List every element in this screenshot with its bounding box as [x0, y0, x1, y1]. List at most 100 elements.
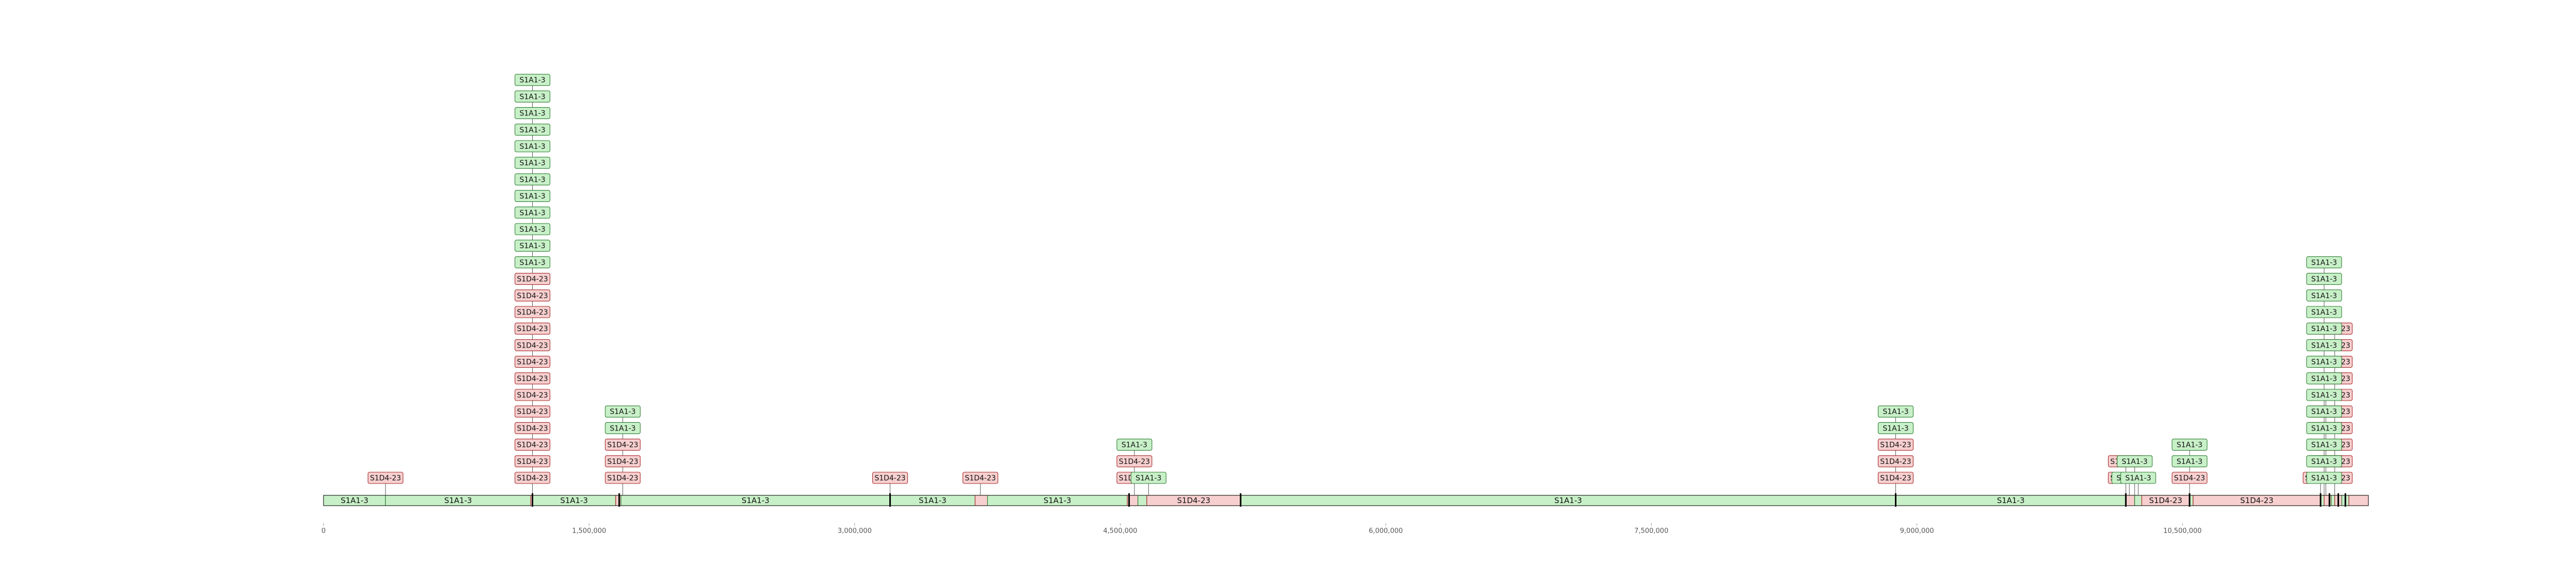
- annotation-label-7-4: S1A1-3: [1883, 408, 1908, 416]
- annotation-label-1-14: S1A1-3: [519, 242, 545, 250]
- annotation-box-16-4: [2306, 405, 2342, 418]
- annotation-label-5-1: S1D4-23: [1119, 458, 1150, 466]
- segment-label-11: S1D4-23: [1177, 496, 1211, 505]
- annotation-label-16-2: S1A1-3: [2311, 441, 2337, 450]
- annotation-box-16-2: [2306, 439, 2342, 451]
- segment-24: [2348, 495, 2369, 506]
- annotation-label-1-6: S1D4-23: [517, 375, 548, 383]
- x-tick-label-7: 10,500,000: [2163, 527, 2201, 535]
- annotation-label-1-17: S1A1-3: [519, 193, 545, 201]
- annotation-label-16-11: S1A1-3: [2311, 292, 2337, 300]
- annotation-label-1-11: S1D4-23: [517, 292, 548, 300]
- annotation-box-16-11: [2306, 289, 2342, 302]
- annotation-label-1-10: S1D4-23: [517, 308, 548, 317]
- annotation-label-6-0: S1A1-3: [1136, 474, 1161, 482]
- annotation-label-12-0: S1D4-23: [2174, 474, 2205, 482]
- annotation-label-7-0: S1D4-23: [1880, 474, 1911, 482]
- annotation-box-7-2: [1877, 439, 1914, 451]
- annotation-box-16-3: [2306, 422, 2342, 434]
- segment-label-5: S1A1-3: [742, 496, 770, 505]
- annotation-box-12-1: [2172, 455, 2208, 468]
- annotation-label-16-8: S1A1-3: [2311, 341, 2337, 350]
- segment-14: [2125, 495, 2136, 506]
- annotation-label-2-2: S1D4-23: [607, 441, 638, 450]
- annotation-box-1-17: [514, 190, 551, 202]
- annotation-label-7-2: S1D4-23: [1880, 441, 1911, 450]
- annotation-label-16-12: S1A1-3: [2311, 275, 2337, 284]
- annotation-label-1-8: S1D4-23: [517, 341, 548, 350]
- annotation-box-1-15: [514, 223, 551, 235]
- segment-15: [2134, 495, 2142, 506]
- annotation-label-12-2: S1A1-3: [2177, 441, 2202, 450]
- annotation-box-1-3: [514, 422, 551, 434]
- annotation-label-1-15: S1A1-3: [519, 226, 545, 234]
- segment-track: S1A1-3 S1A1-3 S1A1-3 S1A1-3 S1A1-3 S1A1-3 S1D4…: [323, 493, 2369, 507]
- annotation-box-1-23: [514, 90, 551, 102]
- annotation-label-1-21: S1A1-3: [519, 126, 545, 134]
- annotation-label-1-20: S1A1-3: [519, 143, 545, 151]
- annotation-label-1-18: S1A1-3: [519, 176, 545, 184]
- annotation-label-16-5: S1A1-3: [2311, 391, 2337, 400]
- segment-label-6: S1A1-3: [919, 496, 946, 505]
- x-tick-label-3: 4,500,000: [1103, 527, 1137, 535]
- annotation-box-1-20: [514, 140, 551, 152]
- annotation-box-1-12: [514, 273, 551, 285]
- annotation-box-1-6: [514, 372, 551, 385]
- annotation-label-7-3: S1A1-3: [1883, 424, 1908, 433]
- annotation-box-1-19: [514, 157, 551, 169]
- segment-label-18: S1D4-23: [2240, 496, 2274, 505]
- x-tick-label-5: 7,500,000: [1634, 527, 1668, 535]
- annotation-label-16-13: S1A1-3: [2311, 258, 2337, 267]
- segment-label-16: S1D4-23: [2149, 496, 2182, 505]
- annotation-label-1-1: S1D4-23: [517, 458, 548, 466]
- annotation-label-16-3: S1A1-3: [2311, 424, 2337, 433]
- annotation-box-7-3: [1877, 422, 1914, 434]
- annotation-box-6-0: [1130, 472, 1166, 484]
- annotation-label-1-7: S1D4-23: [517, 358, 548, 367]
- annotation-label-0-0: S1D4-23: [370, 474, 401, 482]
- annotation-label-1-13: S1A1-3: [519, 258, 545, 267]
- annotation-label-16-0: S1A1-3: [2311, 474, 2337, 482]
- annotation-box-1-0: [514, 472, 551, 484]
- annotation-box-7-4: [1877, 405, 1914, 418]
- annotation-box-1-7: [514, 356, 551, 368]
- annotation-box-1-8: [514, 339, 551, 351]
- annotation-box-1-13: [514, 256, 551, 268]
- annotation-label-2-3: S1A1-3: [610, 424, 636, 433]
- x-tick-label-2: 3,000,000: [838, 527, 872, 535]
- annotation-label-1-22: S1A1-3: [519, 110, 545, 118]
- annotation-label-2-0: S1D4-23: [607, 474, 638, 482]
- annotation-box-1-10: [514, 306, 551, 318]
- annotation-box-9-1: [2116, 455, 2153, 468]
- x-tick-label-0: 0: [321, 527, 326, 535]
- annotation-box-7-1: [1877, 455, 1914, 468]
- annotation-box-16-12: [2306, 273, 2342, 285]
- annotation-label-1-0: S1D4-23: [517, 474, 548, 482]
- annotation-label-4-0: S1D4-23: [965, 474, 996, 482]
- annotation-box-1-1: [514, 455, 551, 468]
- annotation-box-11-0: [2120, 472, 2156, 484]
- annotation-box-1-11: [514, 289, 551, 302]
- segment-label-3: S1A1-3: [560, 496, 588, 505]
- segment-label-13: S1A1-3: [1997, 496, 2025, 505]
- annotation-box-5-1: [1116, 455, 1153, 468]
- annotation-label-2-1: S1D4-23: [607, 458, 638, 466]
- annotation-label-1-2: S1D4-23: [517, 441, 548, 450]
- segment-21: [2331, 495, 2335, 506]
- annotation-label-1-23: S1A1-3: [519, 93, 545, 101]
- segment-label-1: S1A1-3: [444, 496, 472, 505]
- annotation-label-16-4: S1A1-3: [2311, 408, 2337, 416]
- annotation-box-3-0: [872, 472, 908, 484]
- annotation-label-9-1: S1A1-3: [2122, 458, 2147, 466]
- annotation-box-16-0: [2306, 472, 2342, 484]
- segment-label-8: S1A1-3: [1043, 496, 1071, 505]
- track-outline: [323, 495, 2369, 506]
- annotation-box-12-0: [2172, 472, 2208, 484]
- annotation-label-1-9: S1D4-23: [517, 325, 548, 333]
- annotation-box-2-2: [605, 439, 641, 451]
- segment-10: [1138, 495, 1147, 506]
- annotation-box-2-3: [605, 422, 641, 434]
- annotation-box-16-1: [2306, 455, 2342, 468]
- annotation-label-1-4: S1D4-23: [517, 408, 548, 416]
